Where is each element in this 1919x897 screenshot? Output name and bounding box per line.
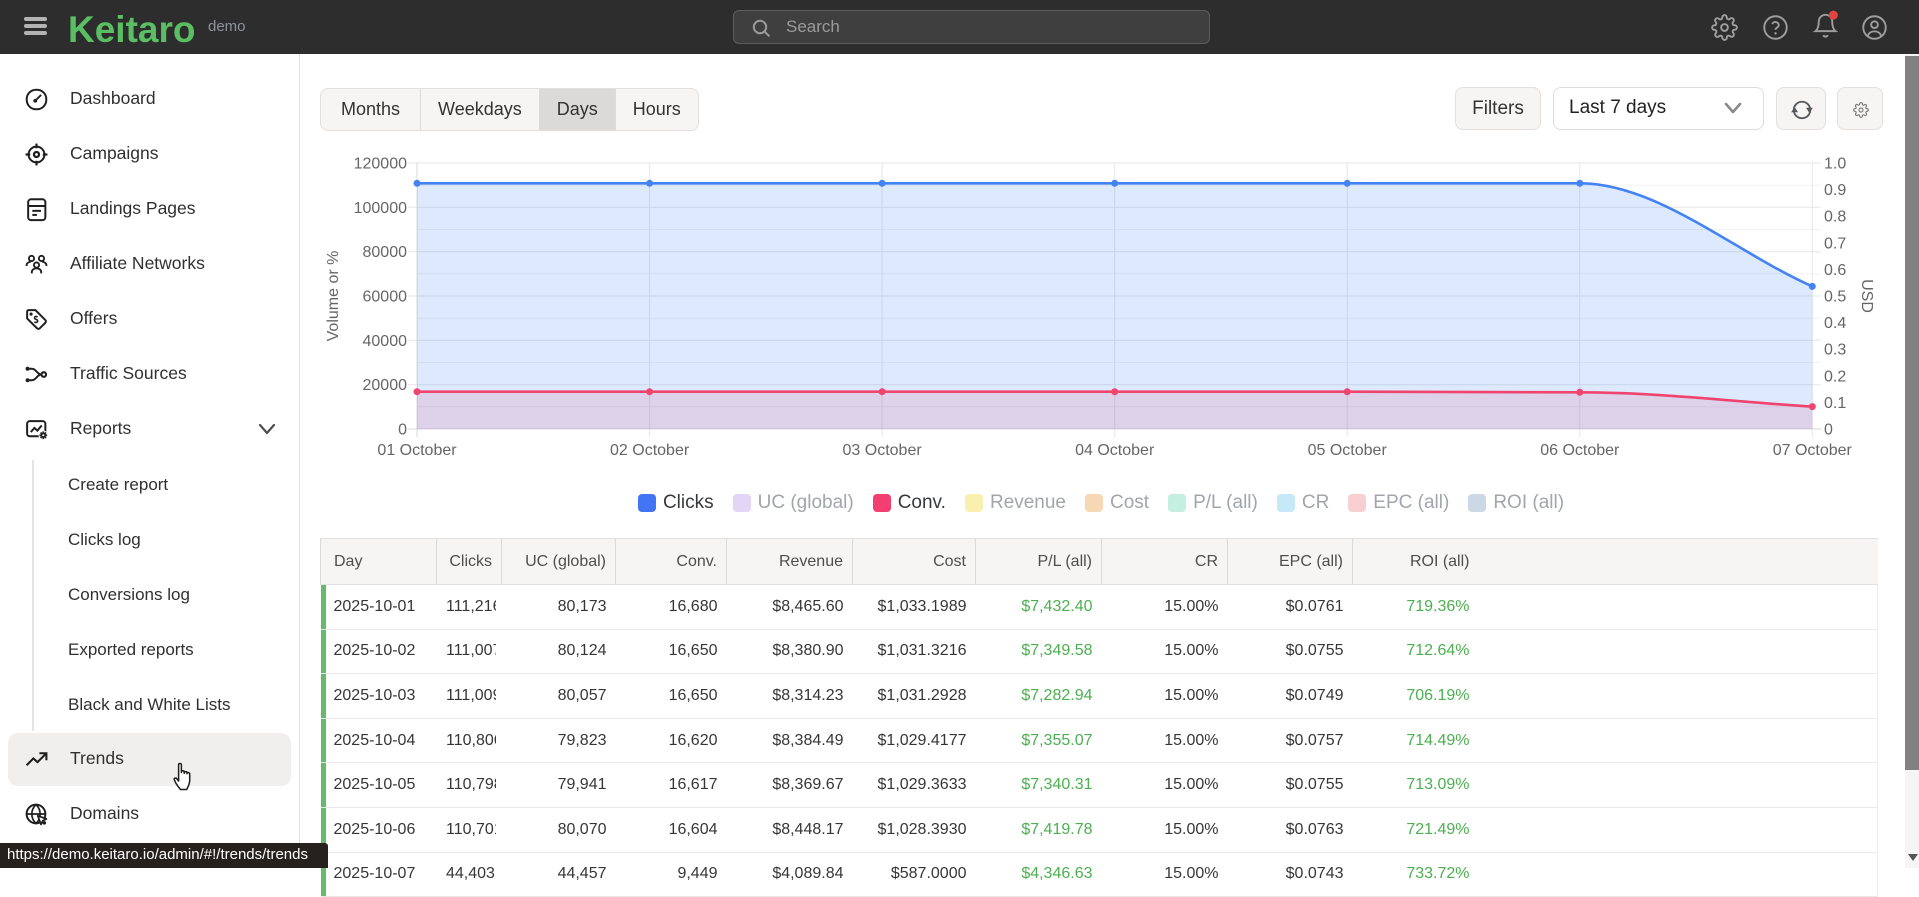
svg-text:120000: 120000 — [354, 156, 407, 173]
svg-text:1.0: 1.0 — [1824, 156, 1846, 173]
svg-text:0.8: 0.8 — [1824, 209, 1846, 226]
svg-text:0.6: 0.6 — [1824, 262, 1846, 279]
svg-text:60000: 60000 — [363, 289, 408, 306]
svg-text:06 October: 06 October — [1540, 442, 1620, 459]
svg-text:40000: 40000 — [363, 333, 408, 350]
svg-text:0.3: 0.3 — [1824, 342, 1846, 359]
svg-text:0: 0 — [1824, 422, 1833, 439]
svg-text:0.9: 0.9 — [1824, 182, 1846, 199]
svg-text:20000: 20000 — [363, 377, 408, 394]
svg-text:0.2: 0.2 — [1824, 368, 1846, 385]
svg-text:0: 0 — [398, 422, 407, 439]
svg-text:01 October: 01 October — [377, 442, 457, 459]
svg-text:0.7: 0.7 — [1824, 235, 1846, 252]
svg-text:07 October: 07 October — [1773, 442, 1853, 459]
svg-text:0.1: 0.1 — [1824, 395, 1846, 412]
svg-text:80000: 80000 — [363, 244, 408, 261]
svg-text:0.4: 0.4 — [1824, 315, 1846, 332]
svg-text:05 October: 05 October — [1308, 442, 1388, 459]
svg-text:100000: 100000 — [354, 200, 407, 217]
svg-text:03 October: 03 October — [843, 442, 923, 459]
svg-text:Volume or %: Volume or % — [325, 251, 342, 342]
svg-text:04 October: 04 October — [1075, 442, 1155, 459]
svg-text:USD: USD — [1858, 279, 1875, 313]
svg-text:02 October: 02 October — [610, 442, 690, 459]
svg-text:0.5: 0.5 — [1824, 289, 1846, 306]
